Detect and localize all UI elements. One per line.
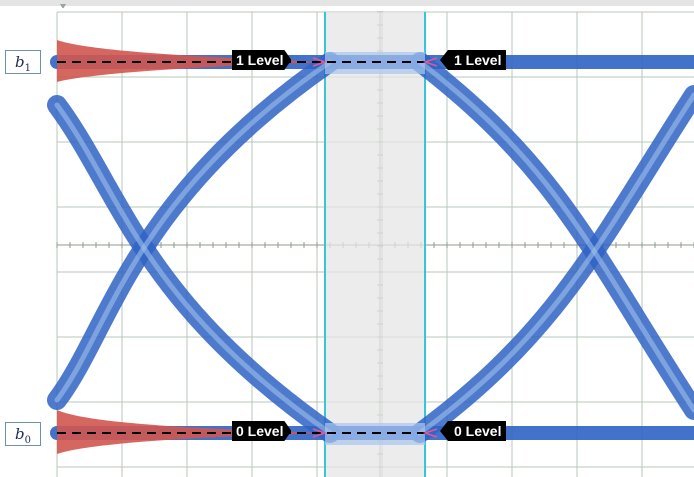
bottom-level-left-marker[interactable]: 0 Level <box>232 421 292 441</box>
top-level-label: b1 <box>5 50 41 74</box>
bottom-level-right-marker[interactable]: 0 Level <box>440 421 507 441</box>
top-level-symbol: b <box>15 53 25 71</box>
bottom-level-subscript: 0 <box>24 435 31 446</box>
top-frame-bar <box>0 0 694 6</box>
top-level-left-marker[interactable]: 1 Level <box>232 50 292 70</box>
top-right-cursor-arrow-icon <box>422 57 438 67</box>
top-left-cursor-arrow-icon <box>312 57 328 67</box>
top-level-subscript: 1 <box>24 63 31 74</box>
measurement-window <box>325 12 425 477</box>
bottom-level-label: b0 <box>5 422 41 446</box>
top-level-right-marker[interactable]: 1 Level <box>440 50 507 70</box>
frame-notch-icon <box>60 4 66 9</box>
bottom-right-cursor-arrow-icon <box>422 428 438 438</box>
bottom-left-cursor-arrow-icon <box>312 428 328 438</box>
bottom-level-symbol: b <box>15 425 25 443</box>
